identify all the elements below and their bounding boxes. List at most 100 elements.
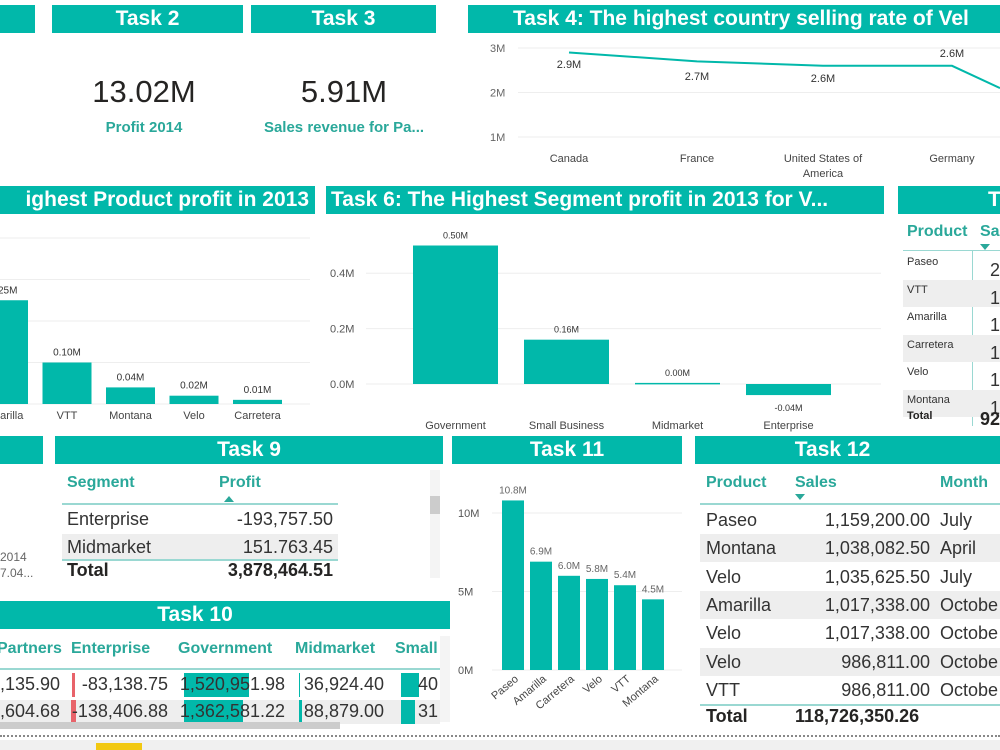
horizontal-scrollbar[interactable] — [0, 722, 340, 729]
data-label: 6.0M — [558, 561, 580, 572]
task11-header: Task 11 — [452, 436, 682, 464]
sort-ascending-icon — [224, 496, 234, 502]
column-header-month[interactable]: Month — [940, 474, 988, 491]
task9-header: Task 9 — [55, 436, 443, 464]
row-background — [700, 534, 1000, 563]
series-line — [568, 51, 1000, 89]
table-cell: July — [940, 566, 973, 587]
data-bar — [299, 700, 302, 724]
column-header-product[interactable]: Product — [706, 474, 767, 491]
column-header-product[interactable]: Product — [907, 223, 968, 240]
task7-table: Product Sal Paseo 2 VTT 1 Amarilla 1 Carretera 1 V… — [898, 216, 1000, 430]
vertical-scrollbar[interactable] — [440, 636, 450, 722]
total-label: Total — [907, 410, 933, 422]
table-cell: Octobe — [940, 651, 999, 672]
x-tick-label-line: United States of — [784, 153, 863, 165]
data-label: 2.9M — [557, 59, 581, 71]
data-label: 5.8M — [586, 564, 608, 575]
data-label: 0.16M — [554, 325, 579, 335]
table-cell: Velo — [706, 566, 742, 587]
total-divider — [62, 559, 338, 561]
data-bar — [184, 673, 249, 697]
task11-bar-chart: 0M5M10M10.8MPaseo6.9MAmarilla6.0MCarrete… — [458, 485, 682, 712]
table-cell: 1,362,581.22 — [179, 701, 285, 721]
vertical-scrollbar[interactable] — [430, 470, 440, 578]
x-tick-label: Canada — [550, 153, 589, 165]
total-divider — [700, 704, 1000, 706]
table-cell: Carretera — [907, 338, 954, 351]
table-cell: -193,757.50 — [236, 509, 333, 529]
x-tick-label: Carretera — [234, 410, 281, 422]
table-cell: 151.763.45 — [242, 537, 333, 557]
data-bar — [71, 700, 76, 724]
table-cell: Paseo — [907, 256, 939, 268]
task9-table: Segment Profit Enterprise -193,757.50 Midmar… — [55, 466, 445, 586]
bar — [614, 585, 636, 670]
bar — [0, 300, 28, 404]
header-divider — [62, 503, 338, 505]
column-header[interactable]: Small — [395, 640, 438, 657]
column-header-segment[interactable]: Segment — [67, 474, 135, 491]
column-header[interactable]: Government — [178, 640, 273, 657]
row-background — [700, 590, 1000, 619]
table-cell: Montana — [706, 538, 777, 559]
table-cell: 40 — [417, 674, 438, 694]
task4-header: Task 4: The highest country selling rate… — [468, 5, 1000, 33]
bar — [233, 399, 282, 404]
column-header-sales[interactable]: Sal — [980, 223, 1000, 240]
data-label: 10.8M — [499, 485, 527, 496]
table-cell: Amarilla — [706, 594, 772, 615]
table-cell: July — [940, 510, 973, 530]
sort-descending-icon — [980, 244, 990, 250]
table-cell: Velo — [706, 623, 742, 644]
y-tick-label: 10M — [458, 508, 479, 520]
table-cell: Midmarket — [67, 537, 152, 557]
table-cell: Octobe — [940, 679, 999, 700]
data-label: -0.04M — [774, 403, 802, 413]
row-background — [700, 647, 1000, 676]
data-bar — [184, 700, 243, 724]
row-background — [903, 334, 1000, 362]
table-cell: 1 — [990, 397, 1000, 418]
header-divider — [700, 503, 1000, 505]
table-cell: 1 — [990, 342, 1000, 363]
column-header-profit[interactable]: Profit — [219, 474, 261, 491]
data-bar — [72, 673, 75, 697]
task5-bar-chart: 0.25M Amarilla 0.10M VTT 0.04M Montana 0.02M Ve… — [0, 237, 310, 422]
total-label: Total — [67, 560, 109, 580]
bar — [586, 578, 608, 670]
column-header-sales[interactable]: Sales — [795, 474, 837, 491]
data-label: 0.02M — [180, 381, 208, 392]
data-label: 2.6M — [811, 73, 835, 85]
table-cell: Enterprise — [67, 509, 150, 529]
table-cell: Montana — [907, 393, 950, 406]
scrollbar-thumb[interactable] — [430, 496, 440, 514]
table-cell: Velo — [907, 366, 929, 378]
data-bar — [401, 673, 419, 697]
sort-descending-icon — [795, 494, 805, 500]
table-cell: Amarilla — [907, 311, 947, 323]
column-header[interactable]: Enterprise — [71, 640, 151, 657]
row-background — [62, 534, 338, 560]
header-divider — [0, 668, 440, 670]
bar — [169, 395, 219, 404]
total-value: 92 — [980, 409, 1000, 429]
x-tick-label: Montana — [109, 410, 153, 422]
x-tick-label-line: America — [803, 168, 844, 180]
task7-header: T — [898, 186, 1000, 214]
total-value: 118,726,350.26 — [795, 706, 920, 726]
task1-header — [0, 5, 35, 33]
table-cell: ,135.90 — [0, 674, 60, 694]
y-tick-label: 2M — [490, 88, 505, 100]
table-cell: VTT — [907, 283, 928, 296]
bar — [746, 384, 831, 396]
table-cell: 1,038,082.50 — [824, 538, 930, 559]
bar — [642, 599, 664, 670]
bar — [530, 561, 552, 670]
column-header[interactable]: Midmarket — [295, 640, 376, 657]
table-cell: 1,159,200.00 — [824, 510, 930, 530]
page-tab-active[interactable] — [96, 743, 142, 750]
column-header[interactable]: Partners — [0, 640, 62, 657]
task5-header: ighest Product profit in 2013 — [0, 186, 315, 214]
data-label: 0.04M — [117, 372, 145, 383]
